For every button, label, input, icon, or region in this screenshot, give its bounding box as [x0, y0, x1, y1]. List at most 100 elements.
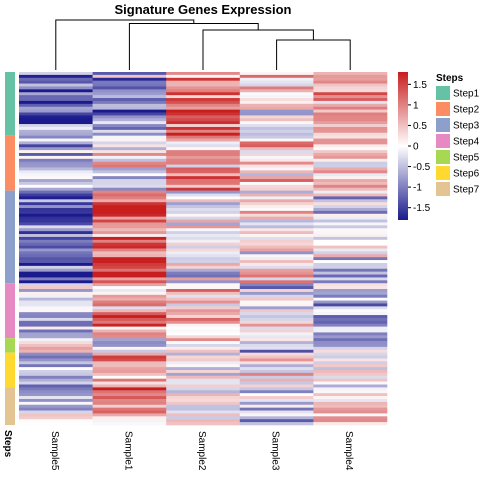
- heatmap-cell: [313, 132, 388, 136]
- heatmap-cell: [239, 300, 314, 304]
- heatmap-cell: [313, 234, 388, 238]
- heatmap-cell: [313, 95, 388, 99]
- heatmap-cell: [313, 100, 388, 105]
- heatmap-cell: [92, 135, 167, 139]
- annotation-step2: [5, 135, 15, 191]
- heatmap-cell: [19, 393, 93, 397]
- heatmap-cell: [313, 384, 388, 388]
- heatmap-cell: [19, 239, 93, 244]
- heatmap-cell: [239, 190, 314, 194]
- heatmap-cell: [239, 170, 314, 174]
- heatmap-cell: [239, 286, 314, 290]
- heatmap-cell: [166, 251, 241, 255]
- heatmap-cell: [92, 181, 167, 186]
- legend-swatch-step6: [436, 166, 450, 180]
- heatmap-cell: [239, 297, 314, 301]
- heatmap-cell: [19, 413, 93, 417]
- heatmap-cell: [239, 416, 314, 420]
- heatmap-cell: [19, 118, 93, 122]
- heatmap-cell: [92, 358, 167, 362]
- heatmap-cell: [166, 413, 241, 417]
- heatmap-cell: [19, 144, 93, 148]
- heatmap-cell: [92, 239, 167, 244]
- heatmap-cell: [166, 280, 241, 284]
- heatmap-cell: [19, 231, 93, 235]
- color-scale-tick-label: 1.5: [413, 80, 427, 91]
- heatmap-cell: [239, 234, 314, 238]
- heatmap-cell: [92, 106, 167, 110]
- heatmap-cell: [239, 126, 314, 131]
- heatmap-cell: [239, 315, 314, 319]
- heatmap-cell: [313, 326, 388, 330]
- heatmap-cell: [313, 370, 388, 374]
- heatmap-cell: [239, 361, 314, 365]
- heatmap-cell: [313, 138, 388, 142]
- heatmap-cell: [19, 138, 93, 142]
- heatmap-cell: [313, 300, 388, 304]
- heatmap-cell: [166, 387, 241, 391]
- heatmap-cell: [313, 361, 388, 365]
- heatmap-cell: [19, 257, 93, 261]
- heatmap-cell: [19, 274, 93, 278]
- heatmap-cell: [92, 155, 167, 160]
- heatmap-cell: [92, 147, 167, 151]
- heatmap-cell: [19, 89, 93, 93]
- heatmap-cell: [166, 236, 241, 241]
- heatmap-cell: [92, 283, 167, 287]
- heatmap-cell: [166, 297, 241, 301]
- heatmap-cell: [239, 303, 314, 307]
- heatmap-cell: [92, 170, 167, 174]
- heatmap-cell: [166, 268, 241, 272]
- color-scale-tick-label: 0.5: [413, 121, 427, 132]
- heatmap-cell: [166, 80, 241, 84]
- heatmap-cell: [239, 199, 314, 203]
- heatmap-cell: [19, 202, 93, 206]
- heatmap-cell: [313, 72, 388, 76]
- heatmap-cell: [313, 80, 388, 84]
- heatmap-cell: [313, 306, 388, 310]
- heatmap-cell: [92, 289, 167, 293]
- heatmap-cell: [239, 262, 314, 267]
- heatmap-cell: [313, 349, 388, 353]
- heatmap-cell: [313, 115, 388, 119]
- heatmap-cell: [166, 92, 241, 96]
- heatmap-cell: [313, 109, 388, 113]
- heatmap-cell: [313, 245, 388, 249]
- heatmap-cell: [313, 407, 388, 411]
- heatmap-cell: [313, 213, 388, 217]
- heatmap-cell: [19, 181, 93, 186]
- heatmap-cell: [239, 219, 314, 223]
- heatmap-cell: [313, 106, 388, 110]
- legend-label-step3: Step3: [453, 121, 480, 132]
- heatmap-cell: [92, 74, 167, 79]
- heatmap-cell: [239, 158, 314, 162]
- heatmap-cell: [313, 317, 388, 322]
- heatmap-cell: [313, 231, 388, 235]
- heatmap-cell: [166, 332, 241, 336]
- heatmap-cell: [313, 170, 388, 174]
- heatmap-cell: [313, 416, 388, 420]
- heatmap-cell: [239, 367, 314, 371]
- heatmap-cell: [92, 161, 167, 165]
- heatmap-cell: [239, 268, 314, 272]
- annotation-step4: [5, 283, 15, 339]
- heatmap-cell: [166, 245, 241, 249]
- heatmap-cell: [19, 141, 93, 145]
- heatmap-cell: [239, 393, 314, 397]
- heatmap-cell: [19, 103, 93, 108]
- heatmap-cell: [19, 300, 93, 304]
- heatmap-cell: [92, 150, 167, 154]
- heatmap-cell: [313, 239, 388, 244]
- heatmap-cell: [239, 375, 314, 380]
- heatmap-cell: [166, 381, 241, 385]
- legend-swatch-step1: [436, 86, 450, 100]
- heatmap-cell: [313, 367, 388, 371]
- heatmap-cell: [313, 422, 388, 426]
- heatmap-cell: [239, 364, 314, 368]
- heatmap-cell: [19, 268, 93, 272]
- heatmap-cell: [239, 346, 314, 351]
- heatmap-cell: [239, 210, 314, 215]
- heatmap-cell: [92, 407, 167, 411]
- heatmap-cell: [19, 419, 93, 423]
